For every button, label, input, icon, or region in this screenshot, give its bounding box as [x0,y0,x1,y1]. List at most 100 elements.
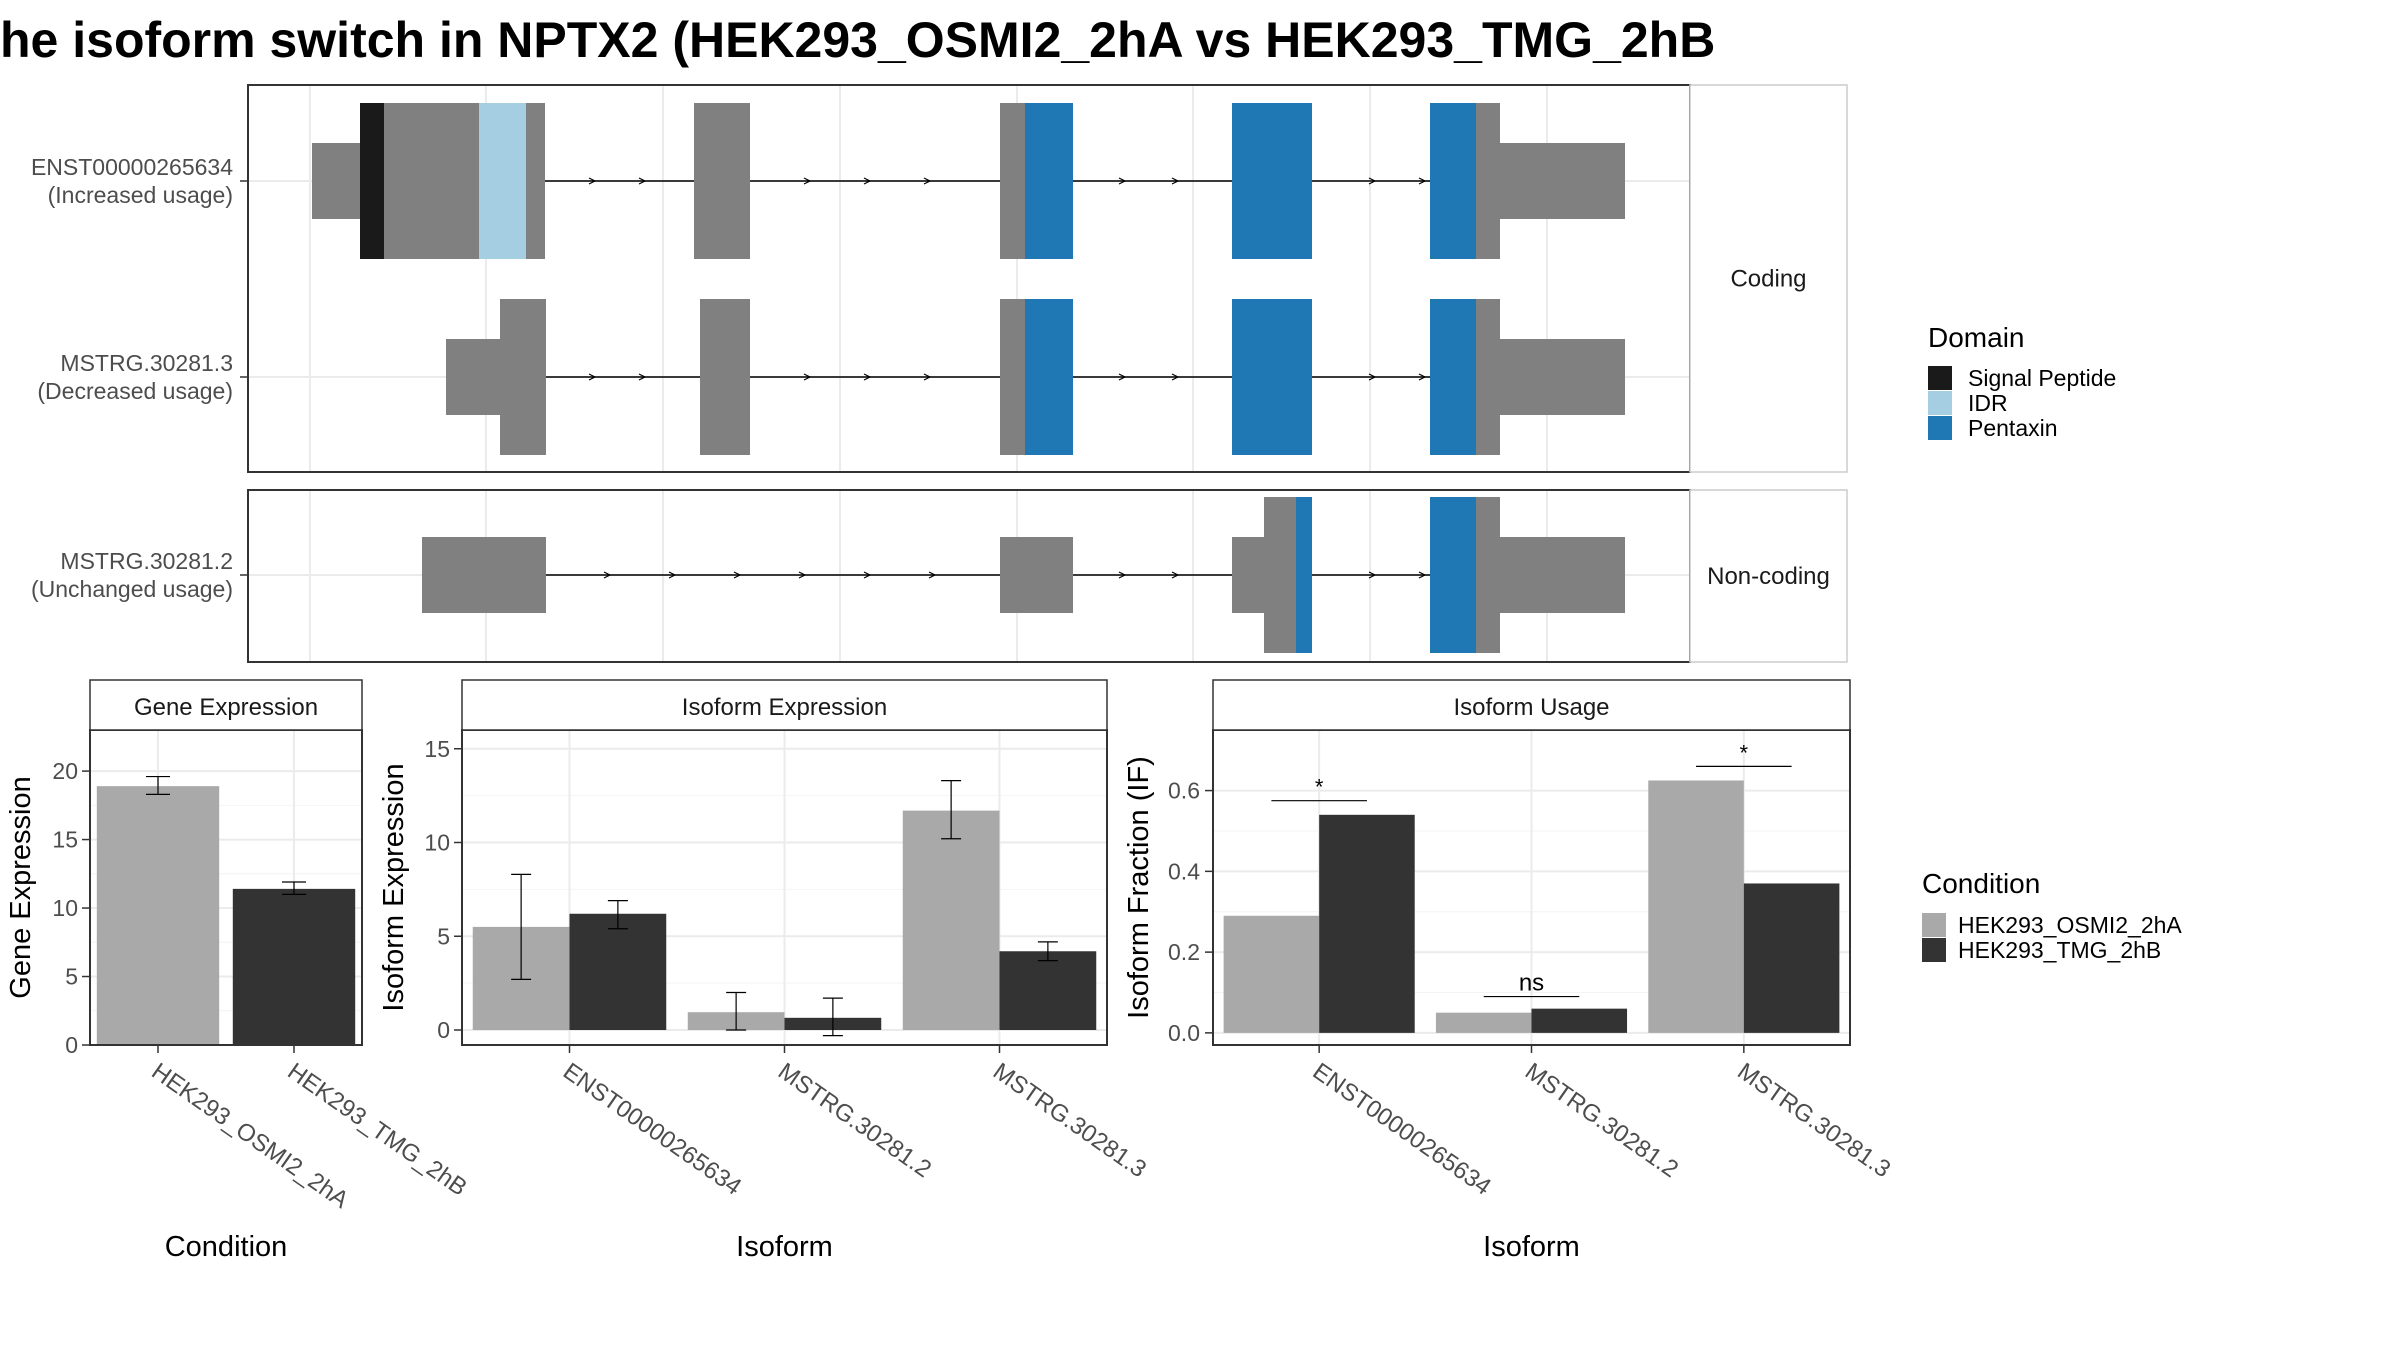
exon-block [1476,497,1500,653]
signal-peptide-domain [360,103,384,259]
y-axis-label: Isoform Fraction (IF) [1123,756,1155,1019]
intron-arrow [798,571,807,579]
domain-legend-label: IDR [1968,390,2008,416]
intron-arrow [1118,373,1127,381]
y-tick-label: 10 [424,830,450,856]
exon-block [1500,143,1625,219]
y-tick-label: 0 [65,1032,78,1058]
x-tick-label: ENST00000265634 [558,1058,746,1201]
isoform-usage-label: (Increased usage) [48,182,233,208]
intron-arrow [1368,177,1377,185]
x-tick-label: MSTRG.30281.3 [988,1058,1151,1183]
figure-title: he isoform switch in NPTX2 (HEK293_OSMI2… [0,12,1715,68]
pentaxin-domain [1025,103,1073,259]
y-tick-label: 5 [437,923,450,949]
facet-strip [1689,84,1848,473]
intron-arrow [803,177,812,185]
x-tick-label: MSTRG.30281.2 [773,1058,936,1183]
y-tick-label: 15 [424,736,450,762]
y-tick-label: 15 [52,827,78,853]
intron-arrow [1118,177,1127,185]
exon-block [1500,537,1625,613]
exon-block [446,339,500,415]
exon-block [422,537,546,613]
intron-arrow [923,373,932,381]
exon-block [1264,497,1296,653]
chart-title: Gene Expression [134,694,318,721]
chart-title: Isoform Usage [1453,694,1609,721]
intron-arrow [588,373,597,381]
intron-arrow [638,177,647,185]
intron-arrow [1171,177,1180,185]
condition-legend-label: HEK293_OSMI2_2hA [1958,912,2182,938]
significance-label: * [1315,775,1324,800]
bar-charts: Gene Expression05101520HEK293_OSMI2_2hAH… [5,679,1895,1263]
bar [1648,780,1744,1033]
y-tick-label: 0.4 [1168,858,1200,884]
exon-block [1000,103,1025,259]
bar [1743,883,1840,1033]
exon-block [700,299,750,455]
intron-arrow [638,373,647,381]
facet-strip-label: Non-coding [1707,563,1830,590]
facet-strip [1689,489,1848,663]
intron-arrow [1118,571,1127,579]
isoform-name-label: MSTRG.30281.3 [60,350,233,376]
x-axis-label: Condition [165,1231,288,1263]
condition-legend-swatch [1922,913,1946,937]
pentaxin-domain [1430,299,1476,455]
y-axis-label: Gene Expression [5,776,37,998]
intron-arrow [863,373,872,381]
y-tick-label: 0.0 [1168,1020,1200,1046]
chart-title: Isoform Expression [682,694,887,721]
structure-panel: MSTRG.30281.2(Unchanged usage) Non-coding [31,489,1848,663]
bar [999,951,1097,1030]
isoform-usage-label: (Decreased usage) [37,378,233,404]
condition-legend-title: Condition [1922,868,2040,899]
intron-arrow [928,571,937,579]
pentaxin-domain [1232,299,1312,455]
bar [96,786,220,1045]
exon-block [384,103,479,259]
y-tick-label: 20 [52,758,78,784]
intron-arrow [1171,373,1180,381]
bar [1435,1012,1532,1033]
bar [1223,915,1320,1033]
exon-block [312,143,360,219]
intron-arrow [1418,177,1427,185]
exon-block [526,103,545,259]
facet-strip-label: Coding [1730,266,1806,293]
intron-arrow [1368,373,1377,381]
intron-arrow [1171,571,1180,579]
intron-arrow [733,571,742,579]
x-axis-label: Isoform [1483,1231,1580,1263]
pentaxin-domain [1025,299,1073,455]
facet-strip [461,679,1108,731]
facet-strip [1212,679,1851,731]
x-tick-label: MSTRG.30281.3 [1732,1058,1895,1183]
domain-legend-swatch [1928,416,1952,440]
bar [569,913,667,1030]
exon-block [1476,103,1500,259]
domain-legend-swatch [1928,391,1952,415]
facet-strip [89,679,363,731]
bar [902,810,1000,1030]
bar [232,888,356,1045]
y-tick-label: 0 [437,1017,450,1043]
exon-block [1000,299,1025,455]
exon-block [1000,537,1073,613]
domain-legend-swatch [1928,366,1952,390]
intron-arrow [668,571,677,579]
y-tick-label: 10 [52,895,78,921]
y-tick-label: 5 [65,964,78,990]
bar [1319,814,1415,1033]
condition-legend-label: HEK293_TMG_2hB [1958,937,2161,963]
significance-label: * [1740,740,1749,765]
domain-legend-label: Pentaxin [1968,415,2058,441]
transcript-structure-plot: ENST00000265634(Increased usage) MSTRG.30… [31,84,1848,663]
intron-arrow [1418,571,1427,579]
exon-block [500,299,546,455]
y-tick-label: 0.6 [1168,778,1200,804]
